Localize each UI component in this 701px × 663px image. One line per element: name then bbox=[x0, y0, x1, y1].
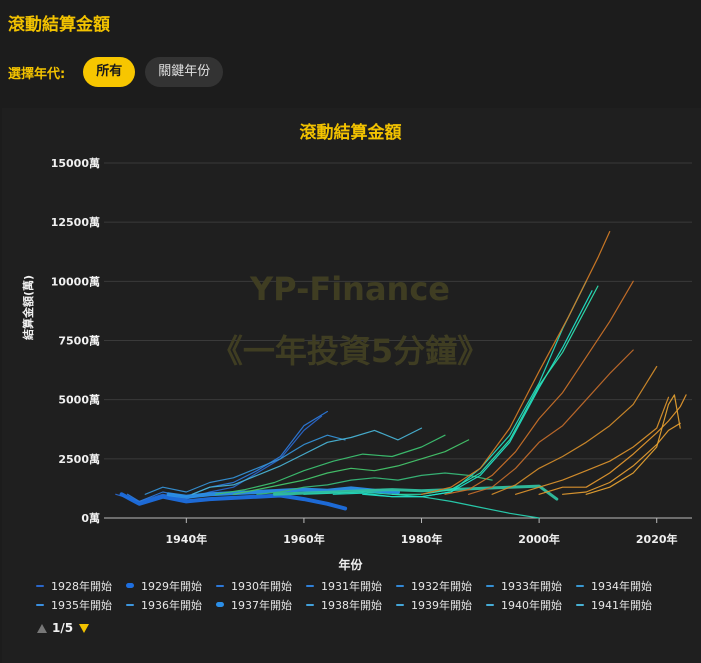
x-tick-label: 2000年 bbox=[518, 532, 560, 546]
series-line bbox=[514, 396, 670, 495]
legend-label: 1937年開始 bbox=[231, 598, 292, 612]
legend-prev-icon[interactable] bbox=[37, 623, 47, 633]
series-line bbox=[256, 472, 493, 495]
y-axis-title: 結算金額(萬) bbox=[22, 274, 35, 340]
y-tick-label: 10000萬 bbox=[51, 274, 100, 288]
series-line bbox=[585, 394, 681, 495]
legend-swatch bbox=[126, 603, 134, 606]
x-axis-title: 年份 bbox=[338, 558, 363, 572]
legend-swatch bbox=[396, 584, 404, 587]
legend-swatch bbox=[396, 603, 404, 606]
series-line bbox=[191, 427, 423, 495]
legend-item[interactable]: 1935年開始 bbox=[36, 597, 126, 612]
legend-next-icon[interactable] bbox=[79, 623, 90, 633]
legend-label: 1929年開始 bbox=[141, 579, 202, 593]
filter-all-button[interactable]: 所有 bbox=[83, 57, 136, 87]
page-title: 滾動結算金額 bbox=[8, 15, 110, 35]
legend-item[interactable]: 1933年開始 bbox=[486, 578, 576, 593]
legend-pager: 1/5 bbox=[37, 621, 90, 635]
legend-swatch bbox=[486, 584, 494, 587]
legend-item[interactable]: 1929年開始 bbox=[126, 578, 216, 593]
legend-swatch bbox=[36, 603, 44, 606]
legend-label: 1931年開始 bbox=[321, 579, 382, 593]
legend-item[interactable]: 1941年開始 bbox=[576, 597, 666, 612]
legend-item[interactable]: 1940年開始 bbox=[486, 597, 576, 612]
legend-swatch bbox=[576, 584, 584, 587]
legend-label: 1940年開始 bbox=[501, 598, 562, 612]
filter-key-years-button[interactable]: 關鍵年份 bbox=[145, 57, 224, 87]
y-tick-label: 2500萬 bbox=[58, 452, 100, 466]
x-tick-label: 2020年 bbox=[636, 532, 678, 546]
legend-label: 1935年開始 bbox=[51, 598, 112, 612]
series-line bbox=[166, 486, 400, 499]
legend-swatch bbox=[126, 583, 134, 588]
chart-title: 滾動結算金額 bbox=[299, 123, 402, 143]
legend-swatch bbox=[216, 584, 224, 587]
chart-panel bbox=[2, 108, 701, 663]
series-line bbox=[119, 492, 348, 511]
series-line bbox=[273, 484, 559, 501]
legend-swatch bbox=[216, 602, 224, 607]
series-line bbox=[468, 349, 634, 495]
chart-legend: 1928年開始 1929年開始 1930年開始 1931年開始 1932年開始 1933年… bbox=[36, 578, 696, 612]
series-line bbox=[362, 290, 593, 498]
y-tick-label: 0萬 bbox=[81, 511, 100, 525]
legend-item[interactable]: 1938年開始 bbox=[306, 597, 396, 612]
legend-swatch bbox=[36, 584, 44, 587]
series-line bbox=[144, 434, 346, 495]
legend-swatch bbox=[576, 603, 584, 606]
legend-page-indicator: 1/5 bbox=[52, 621, 74, 635]
series-line bbox=[444, 280, 634, 495]
y-tick-label: 5000萬 bbox=[58, 393, 100, 407]
series-line bbox=[215, 434, 446, 495]
x-tick-label: 1940年 bbox=[166, 532, 208, 546]
y-tick-label: 12500萬 bbox=[51, 215, 100, 229]
series-line bbox=[420, 231, 611, 495]
legend-item[interactable]: 1934年開始 bbox=[576, 578, 666, 593]
series-line bbox=[391, 285, 599, 495]
legend-label: 1939年開始 bbox=[411, 598, 472, 612]
series-line bbox=[538, 394, 687, 495]
legend-label: 1934年開始 bbox=[591, 579, 652, 593]
legend-item[interactable]: 1928年開始 bbox=[36, 578, 126, 593]
legend-label: 1928年開始 bbox=[51, 579, 112, 593]
series-line bbox=[232, 439, 470, 495]
series-line bbox=[561, 422, 681, 495]
legend-item[interactable]: 1939年開始 bbox=[396, 597, 486, 612]
series-line bbox=[126, 410, 328, 502]
legend-item[interactable]: 1936年開始 bbox=[126, 597, 216, 612]
legend-swatch bbox=[306, 603, 314, 606]
legend-swatch bbox=[486, 603, 494, 606]
x-tick-label: 1980年 bbox=[401, 532, 443, 546]
series-line bbox=[491, 365, 658, 495]
series-line bbox=[332, 280, 587, 498]
era-filter: 選擇年代: 所有 關鍵年份 bbox=[8, 57, 233, 87]
legend-label: 1933年開始 bbox=[501, 579, 562, 593]
era-filter-label: 選擇年代: bbox=[8, 66, 66, 82]
legend-label: 1938年開始 bbox=[321, 598, 382, 612]
y-tick-label: 7500萬 bbox=[58, 334, 100, 348]
series-line bbox=[115, 415, 323, 502]
legend-label: 1941年開始 bbox=[591, 598, 652, 612]
legend-item[interactable]: 1932年開始 bbox=[396, 578, 486, 593]
legend-item[interactable]: 1930年開始 bbox=[216, 578, 306, 593]
legend-label: 1932年開始 bbox=[411, 579, 472, 593]
y-tick-label: 15000萬 bbox=[51, 156, 100, 170]
legend-item[interactable]: 1931年開始 bbox=[306, 578, 396, 593]
legend-item[interactable]: 1937年開始 bbox=[216, 597, 306, 612]
legend-label: 1930年開始 bbox=[231, 579, 292, 593]
legend-label: 1936年開始 bbox=[141, 598, 202, 612]
x-tick-label: 1960年 bbox=[283, 532, 325, 546]
legend-swatch bbox=[306, 584, 314, 587]
